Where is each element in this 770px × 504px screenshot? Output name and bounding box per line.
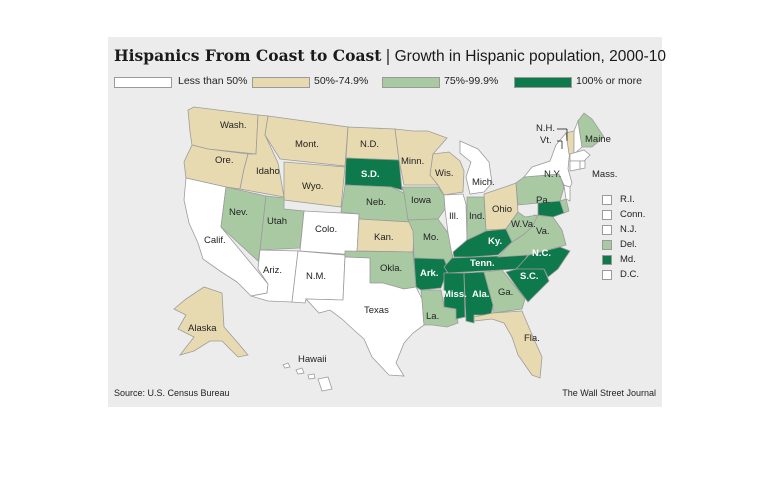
label-sc: S.C. — [520, 271, 538, 282]
state-ma — [569, 149, 591, 162]
small-state-dc-swatch — [602, 270, 612, 280]
small-state-md-label: Md. — [620, 254, 636, 265]
label-ca: Calif. — [204, 235, 226, 246]
state-ct — [569, 160, 581, 172]
label-mn: Minn. — [401, 156, 424, 167]
small-state-md-swatch — [602, 255, 612, 265]
small-state-de-label: Del. — [620, 239, 637, 250]
state-fl — [473, 310, 543, 379]
label-ks: Kan. — [374, 232, 394, 243]
label-co: Colo. — [315, 224, 337, 235]
label-ne: Neb. — [366, 197, 386, 208]
legend-swatch-lt50 — [114, 77, 172, 88]
label-ky: Ky. — [488, 236, 502, 247]
label-wv: W.Va. — [511, 219, 536, 230]
small-state-de-swatch — [602, 240, 612, 250]
label-ma: Mass. — [592, 169, 617, 180]
title-subtitle: Growth in Hispanic population, 2000-10 — [394, 48, 667, 65]
state-ar — [413, 257, 449, 291]
title-main: Hispanics From Coast to Coast — [114, 46, 382, 65]
legend-swatch-100plus — [514, 77, 572, 88]
small-state-dc-label: D.C. — [620, 269, 639, 280]
state-wv — [505, 211, 539, 243]
title-separator: | — [385, 47, 391, 65]
state-de — [559, 198, 570, 214]
state-wa — [187, 106, 259, 155]
label-wi: Wis. — [435, 168, 453, 179]
label-me: Maine — [585, 134, 611, 145]
label-fl: Fla. — [524, 333, 540, 344]
small-state-ri-swatch — [602, 195, 612, 205]
map-panel: Hispanics From Coast to Coast | Growth in … — [108, 37, 666, 407]
label-hi: Hawaii — [298, 354, 327, 365]
small-state-nj-label: N.J. — [620, 224, 637, 235]
state-mi — [459, 140, 493, 195]
label-nm: N.M. — [306, 271, 326, 282]
state-sd — [344, 157, 403, 191]
state-mt — [264, 115, 349, 167]
label-va: Va. — [536, 226, 550, 237]
chart-title: Hispanics From Coast to Coast | Growth in … — [114, 46, 666, 66]
label-ok: Okla. — [380, 263, 402, 274]
state-la — [420, 289, 459, 328]
label-ak: Alaska — [188, 323, 217, 334]
state-wy — [283, 161, 346, 208]
source-note: Source: U.S. Census Bureau — [114, 388, 230, 398]
state-md — [537, 200, 565, 218]
legend-swatch-75-99 — [382, 77, 440, 88]
state-ny — [523, 132, 573, 188]
state-nj — [563, 184, 571, 202]
small-state-ct-label: Conn. — [620, 209, 646, 220]
state-me — [577, 112, 605, 148]
label-mo: Mo. — [423, 232, 439, 243]
label-id: Idaho — [256, 166, 280, 177]
label-pa: Pa. — [536, 195, 550, 206]
legend-label-100plus: 100% or more — [576, 75, 642, 87]
label-sd: S.D. — [361, 169, 379, 180]
label-az: Ariz. — [263, 265, 282, 276]
legend-swatch-50-74 — [252, 77, 310, 88]
label-la: La. — [426, 311, 439, 322]
label-oh: Ohio — [492, 204, 512, 215]
small-state-ct-swatch — [602, 210, 612, 220]
label-mi: Mich. — [472, 177, 495, 188]
label-vt: Vt. — [540, 135, 552, 146]
us-map: Wash. Ore. Calif. Idaho Nev. Mont. Wyo. … — [173, 106, 617, 392]
label-al: Ala. — [472, 289, 489, 300]
label-ms: Miss. — [443, 289, 467, 300]
label-ia: Iowa — [411, 195, 432, 206]
label-mt: Mont. — [295, 139, 319, 150]
state-wi — [429, 151, 465, 196]
state-tx — [305, 256, 425, 377]
legend-label-75-99: 75%-99.9% — [444, 75, 499, 87]
state-ri — [579, 160, 586, 170]
label-il: Ill. — [449, 211, 459, 222]
label-tn: Tenn. — [470, 258, 495, 269]
legend-label-50-74: 50%-74.9% — [314, 75, 369, 87]
label-ny: N.Y. — [544, 169, 561, 180]
state-ia — [401, 186, 446, 221]
small-state-ri-label: R.I. — [620, 194, 635, 205]
publisher-credit: The Wall Street Journal — [562, 388, 656, 398]
label-wa: Wash. — [220, 120, 247, 131]
small-state-nj-swatch — [602, 225, 612, 235]
label-ar: Ark. — [420, 268, 438, 279]
label-ut: Utah — [267, 216, 287, 227]
state-nv — [220, 186, 267, 262]
state-hi — [282, 362, 333, 392]
label-nd: N.D. — [360, 139, 379, 150]
label-ga: Ga. — [498, 287, 513, 298]
label-nc: N.C. — [532, 248, 551, 259]
legend-label-lt50: Less than 50% — [178, 75, 248, 87]
label-or: Ore. — [215, 155, 233, 166]
state-ak — [173, 286, 249, 358]
label-nh: N.H. — [536, 123, 555, 134]
label-nv: Nev. — [229, 207, 248, 218]
label-in: Ind. — [469, 211, 485, 222]
state-ga — [483, 269, 526, 314]
label-wy: Wyo. — [302, 181, 324, 192]
label-tx: Texas — [364, 305, 389, 316]
